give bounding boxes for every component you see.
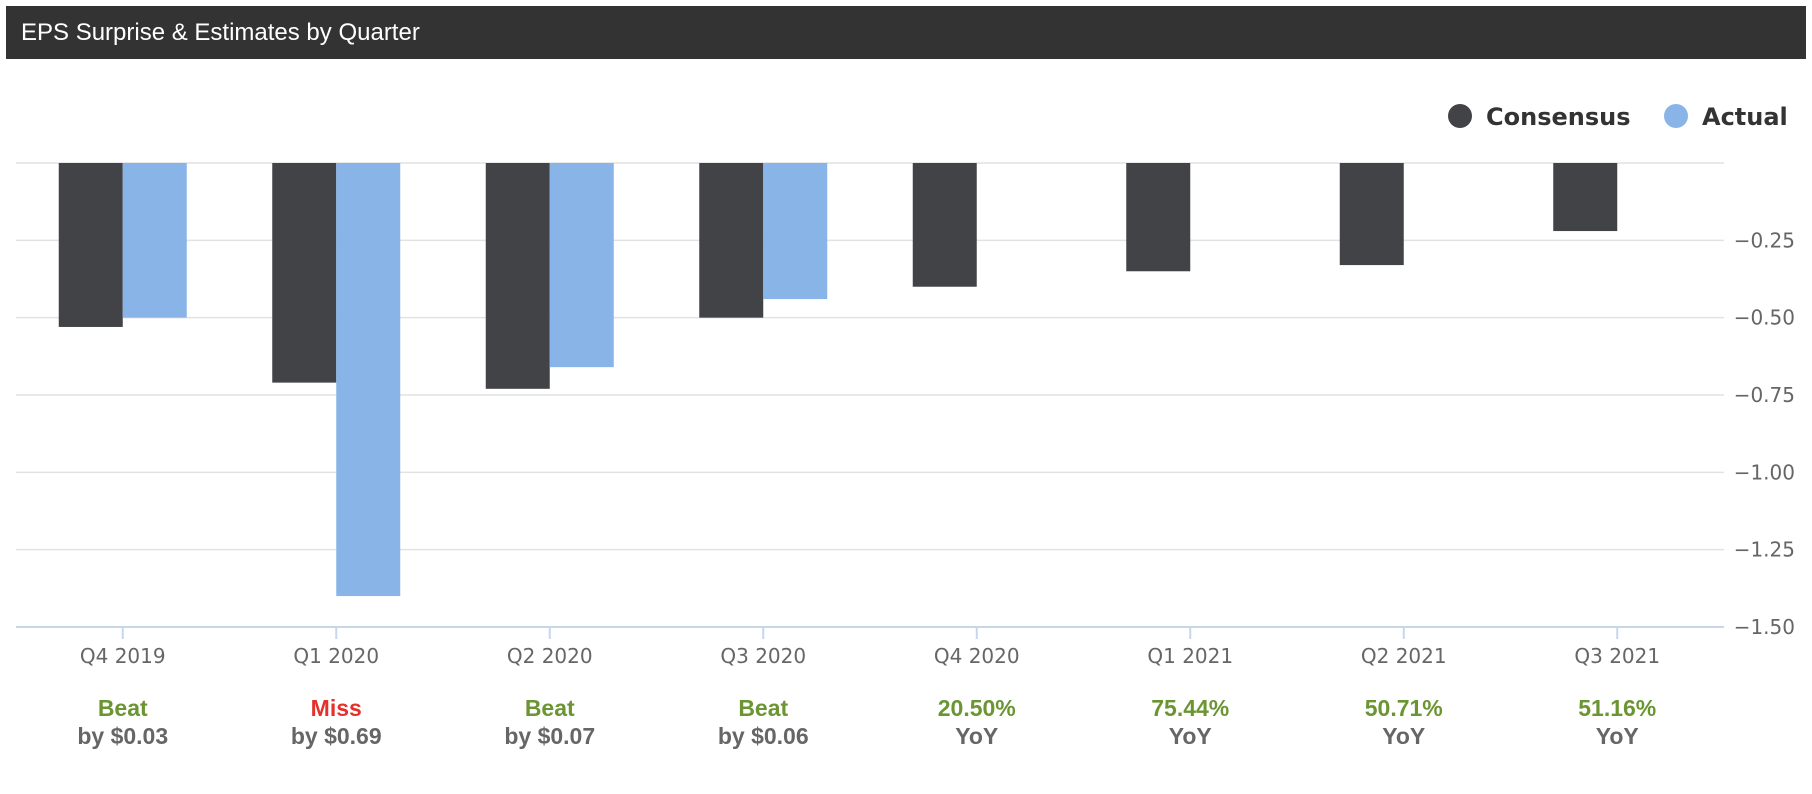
legend-label: Consensus bbox=[1486, 103, 1631, 131]
x-tick-label: Q2 2020 bbox=[507, 644, 593, 668]
consensus-bar[interactable] bbox=[272, 163, 337, 383]
y-tick-label: −0.75 bbox=[1734, 383, 1795, 407]
surprise-status: Beat bbox=[98, 695, 148, 721]
consensus-bar[interactable] bbox=[699, 163, 764, 318]
legend-marker bbox=[1448, 104, 1472, 128]
y-tick-label: −0.25 bbox=[1734, 228, 1795, 252]
surprise-detail: by $0.69 bbox=[291, 723, 382, 749]
surprise-detail: YoY bbox=[1382, 723, 1425, 749]
x-tick-label: Q4 2020 bbox=[934, 644, 1020, 668]
x-tick-label: Q3 2021 bbox=[1574, 644, 1660, 668]
surprise-detail: by $0.07 bbox=[504, 723, 595, 749]
consensus-bar[interactable] bbox=[1553, 163, 1618, 232]
surprise-status: 75.44% bbox=[1151, 695, 1229, 721]
actual-bar[interactable] bbox=[763, 163, 828, 300]
consensus-bar[interactable] bbox=[58, 163, 123, 327]
legend-marker bbox=[1664, 104, 1688, 128]
actual-bar[interactable] bbox=[549, 163, 614, 368]
axes: −0.25 −0.50 −0.75 −1.00 −1.25 −1.50 Q4 2019 Q1 … bbox=[16, 228, 1795, 668]
legend-item[interactable]: Actual bbox=[1664, 103, 1788, 131]
surprise-status: Miss bbox=[311, 695, 362, 721]
x-tick-label: Q2 2021 bbox=[1361, 644, 1447, 668]
y-tick-label: −1.50 bbox=[1734, 615, 1795, 639]
actual-bar[interactable] bbox=[336, 163, 401, 597]
bars bbox=[58, 163, 1618, 597]
consensus-bar[interactable] bbox=[1339, 163, 1404, 266]
y-tick-label: −1.00 bbox=[1734, 460, 1795, 484]
legend: Consensus Actual bbox=[1448, 103, 1788, 131]
y-tick-label: −0.50 bbox=[1734, 306, 1795, 330]
x-tick-label: Q4 2019 bbox=[80, 644, 166, 668]
grid-lines bbox=[16, 162, 1724, 551]
consensus-bar[interactable] bbox=[485, 163, 550, 389]
x-tick-label: Q1 2021 bbox=[1147, 644, 1233, 668]
surprise-status: 50.71% bbox=[1365, 695, 1443, 721]
chart-title: EPS Surprise & Estimates by Quarter bbox=[21, 19, 420, 46]
chart-header: EPS Surprise & Estimates by Quarter bbox=[6, 6, 1806, 59]
legend-item[interactable]: Consensus bbox=[1448, 103, 1631, 131]
surprise-status: Beat bbox=[525, 695, 575, 721]
surprise-status: 51.16% bbox=[1578, 695, 1656, 721]
consensus-bar[interactable] bbox=[912, 163, 977, 287]
surprise-detail: by $0.06 bbox=[718, 723, 809, 749]
consensus-bar[interactable] bbox=[1126, 163, 1191, 272]
surprise-status: Beat bbox=[738, 695, 788, 721]
x-tick-label: Q3 2020 bbox=[720, 644, 806, 668]
actual-bar[interactable] bbox=[122, 163, 187, 318]
y-tick-label: −1.25 bbox=[1734, 538, 1795, 562]
surprise-detail: YoY bbox=[1169, 723, 1212, 749]
surprise-detail: YoY bbox=[1596, 723, 1639, 749]
surprise-status: 20.50% bbox=[938, 695, 1016, 721]
surprise-detail: by $0.03 bbox=[77, 723, 168, 749]
x-tick-label: Q1 2020 bbox=[293, 644, 379, 668]
surprise-detail: YoY bbox=[955, 723, 998, 749]
legend-label: Actual bbox=[1702, 103, 1788, 131]
